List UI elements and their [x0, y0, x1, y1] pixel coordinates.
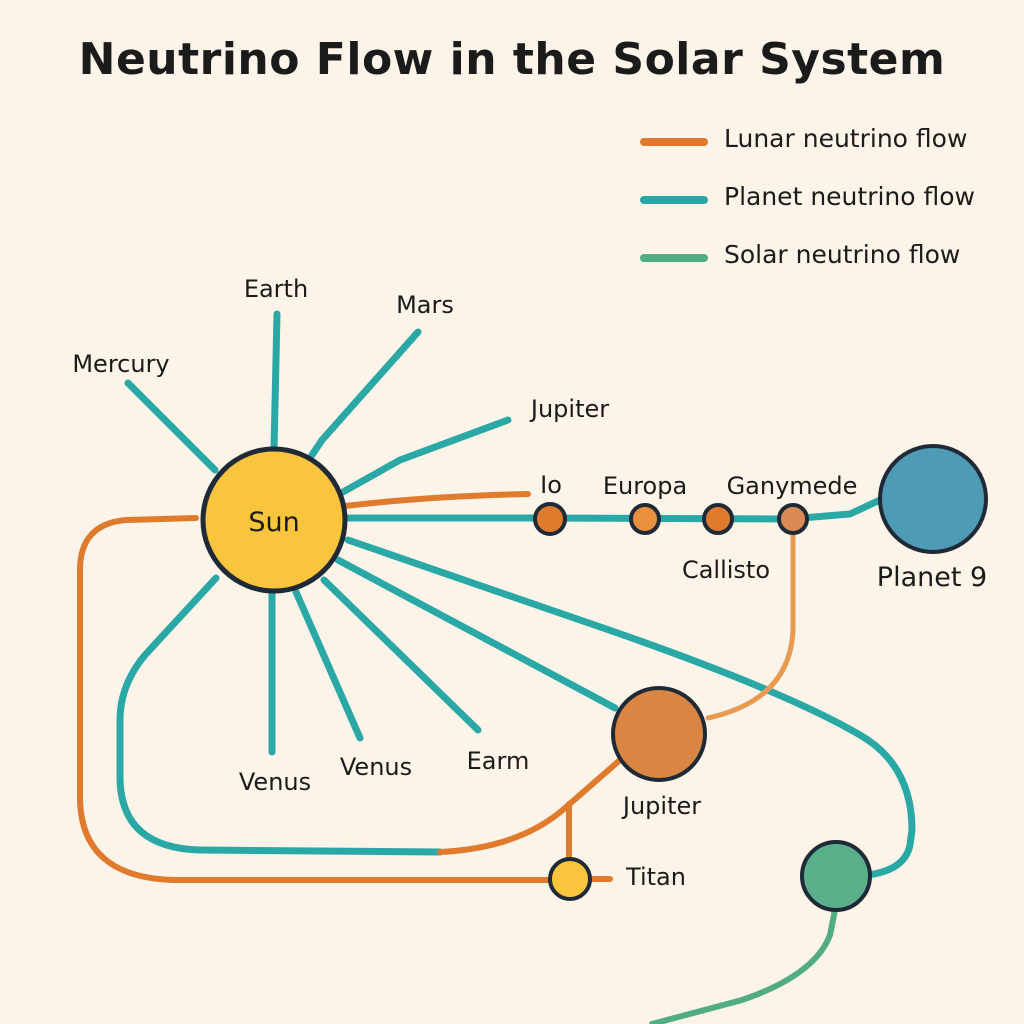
label-jupiter-node: Jupiter	[621, 792, 701, 820]
flow-sun-titan-loop	[77, 515, 561, 883]
planet9-node	[878, 444, 988, 554]
label-earm: Earm	[467, 747, 530, 775]
flow-sun-mars	[308, 328, 422, 459]
label-sun: Sun	[248, 507, 299, 538]
label-europa: Europa	[603, 472, 687, 500]
ganymede-node	[777, 503, 809, 535]
flow-ganymede-jupiter	[705, 529, 796, 721]
io-node	[533, 502, 567, 536]
label-titan: Titan	[625, 863, 686, 891]
titan-node	[548, 857, 592, 901]
label-io: Io	[540, 471, 562, 499]
label-venus-right: Venus	[340, 753, 412, 781]
flow-sun-mercury	[124, 379, 219, 474]
flow-sun-io	[342, 491, 531, 509]
label-planet9: Planet 9	[877, 562, 987, 593]
label-venus-left: Venus	[239, 768, 311, 796]
flow-sun-venus-right	[292, 588, 364, 742]
flow-sun-earm	[320, 576, 482, 734]
legend-item-solar: Solar neutrino flow	[640, 238, 1010, 296]
legend-swatch-planet	[640, 196, 708, 204]
legend-item-lunar: Lunar neutrino flow	[640, 122, 1010, 180]
legend-label-solar: Solar neutrino flow	[724, 240, 961, 269]
label-earth-top: Earth	[244, 275, 308, 303]
flow-jupiter-to-titan-branch	[437, 757, 623, 855]
jupiter-node	[611, 686, 707, 782]
label-callisto: Callisto	[682, 556, 770, 584]
label-mercury: Mercury	[72, 350, 169, 378]
diagram-title: Neutrino Flow in the Solar System	[78, 34, 946, 85]
legend-label-lunar: Lunar neutrino flow	[724, 124, 968, 153]
legend-item-planet: Planet neutrino flow	[640, 180, 1010, 238]
label-jupiter-ray: Jupiter	[529, 395, 609, 423]
legend-label-planet: Planet neutrino flow	[724, 182, 975, 211]
flow-sun-solar-node	[344, 536, 916, 879]
callisto-node	[702, 503, 734, 535]
legend: Lunar neutrino flow Planet neutrino flow…	[640, 122, 1010, 296]
flow-sun-jupiter-node	[334, 556, 619, 712]
legend-swatch-solar	[640, 254, 708, 262]
flow-solar-tail	[649, 902, 839, 1024]
flow-sun-earth-top	[270, 310, 281, 454]
flow-sun-loop-left	[116, 574, 444, 856]
lunar-flow-lines	[77, 491, 623, 883]
label-ganymede: Ganymede	[727, 472, 858, 500]
flow-sun-jupiter-ray	[339, 416, 512, 496]
europa-node	[629, 503, 661, 535]
legend-swatch-lunar	[640, 138, 708, 146]
sun-node	[200, 446, 348, 594]
solar-node	[800, 840, 872, 912]
label-mars: Mars	[396, 291, 454, 319]
